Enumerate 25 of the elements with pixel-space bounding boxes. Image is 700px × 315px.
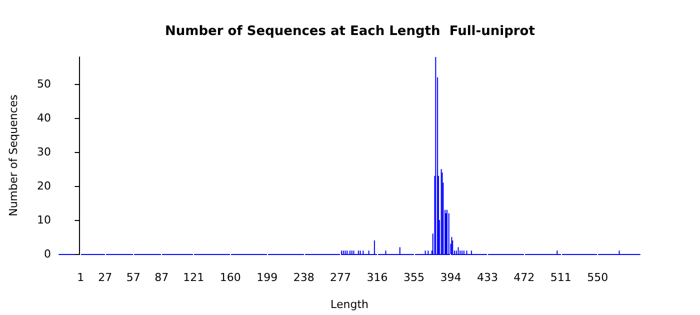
- x-tick-label: 550: [587, 271, 608, 284]
- x-tick-label: 433: [476, 271, 498, 284]
- x-tick-label: 394: [440, 271, 462, 284]
- y-tick-label: 30: [37, 146, 51, 159]
- x-tick-label: 472: [514, 271, 535, 284]
- x-tick-label: 316: [366, 271, 388, 284]
- y-tick-label: 40: [37, 112, 51, 125]
- x-axis-title: Length: [330, 298, 368, 311]
- x-tick-label: 121: [183, 271, 204, 284]
- x-tick-label: 57: [126, 271, 140, 284]
- y-tick-label: 50: [37, 78, 51, 91]
- y-tick-label: 0: [44, 248, 51, 260]
- x-tick-label: 355: [404, 271, 425, 284]
- x-tick-label: 87: [154, 271, 169, 284]
- x-tick-label: 511: [550, 271, 572, 284]
- x-tick-label: 27: [98, 271, 112, 284]
- x-tick-label: 160: [220, 271, 241, 284]
- x-tick-label: 277: [330, 271, 352, 284]
- x-tick-label: 199: [256, 271, 278, 284]
- chart-title: Number of Sequences at Each Length Full-uniprot: [165, 24, 535, 39]
- x-tick-label: 1: [77, 271, 84, 284]
- y-axis-title: Number of Sequences: [7, 94, 20, 216]
- y-tick-label: 20: [37, 180, 51, 193]
- x-tick-label: 238: [293, 271, 314, 284]
- y-tick-label: 10: [37, 214, 51, 227]
